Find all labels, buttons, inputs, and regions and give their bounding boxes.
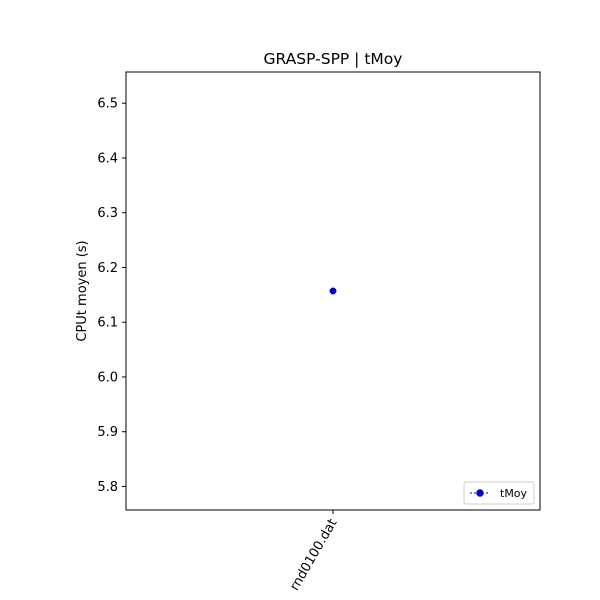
x-axis: rnd0100.dat (287, 510, 340, 593)
data-point (329, 287, 337, 295)
legend-frame (463, 481, 535, 505)
y-tick-label: 6.1 (97, 316, 118, 331)
y-tick-label: 6.5 (97, 97, 118, 112)
series-layer (329, 287, 337, 295)
y-axis-label: CPUt moyen (s) (75, 240, 90, 341)
y-tick-label: 5.9 (97, 425, 118, 440)
x-tick-label: rnd0100.dat (287, 517, 340, 594)
y-tick-label: 5.8 (97, 480, 118, 495)
legend: tMoy (463, 481, 535, 505)
y-tick-label: 6.3 (97, 206, 118, 221)
chart-title: GRASP-SPP | tMoy (264, 50, 403, 68)
y-tick-label: 6.0 (97, 370, 118, 385)
y-tick-label: 6.2 (97, 261, 118, 276)
legend-marker (476, 489, 484, 497)
y-axis: 5.8 5.9 6.0 6.1 6.2 6.3 6.4 6.5 (97, 97, 126, 495)
legend-entry-tmoy: tMoy (500, 487, 528, 500)
y-tick-label: 6.4 (97, 151, 118, 166)
